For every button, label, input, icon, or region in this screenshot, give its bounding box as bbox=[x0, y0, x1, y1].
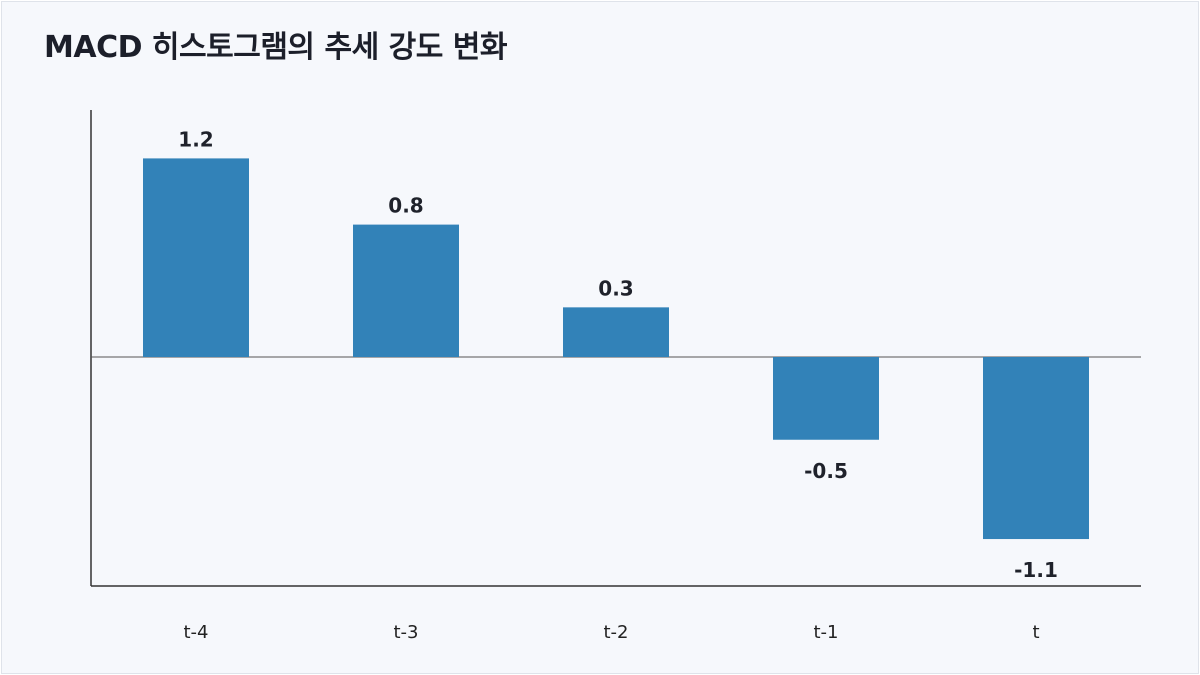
bar-t-4 bbox=[143, 158, 249, 357]
x-tick-label-t-2: t-2 bbox=[603, 622, 628, 643]
value-label-t: -1.1 bbox=[1014, 558, 1058, 582]
value-label-t-3: 0.8 bbox=[388, 194, 423, 218]
x-tick-label-t: t bbox=[1032, 622, 1039, 643]
x-tick-label-t-1: t-1 bbox=[813, 622, 838, 643]
bar-t-2 bbox=[563, 307, 669, 357]
value-label-t-2: 0.3 bbox=[598, 276, 633, 300]
value-labels-group: 1.2 0.8 0.3 -0.5 -1.1 bbox=[178, 127, 1058, 582]
value-label-t-1: -0.5 bbox=[804, 459, 848, 483]
bars-group bbox=[143, 158, 1089, 540]
bar-t bbox=[983, 357, 1089, 540]
bar-t-3 bbox=[353, 224, 459, 357]
value-label-t-4: 1.2 bbox=[178, 127, 213, 151]
chart-title: MACD 히스토그램의 추세 강도 변화 bbox=[44, 30, 507, 65]
x-tick-label-t-4: t-4 bbox=[183, 622, 208, 643]
x-tick-labels-group: t-4 t-3 t-2 t-1 t bbox=[183, 622, 1039, 643]
bar-t-1 bbox=[773, 357, 879, 440]
x-tick-label-t-3: t-3 bbox=[393, 622, 418, 643]
